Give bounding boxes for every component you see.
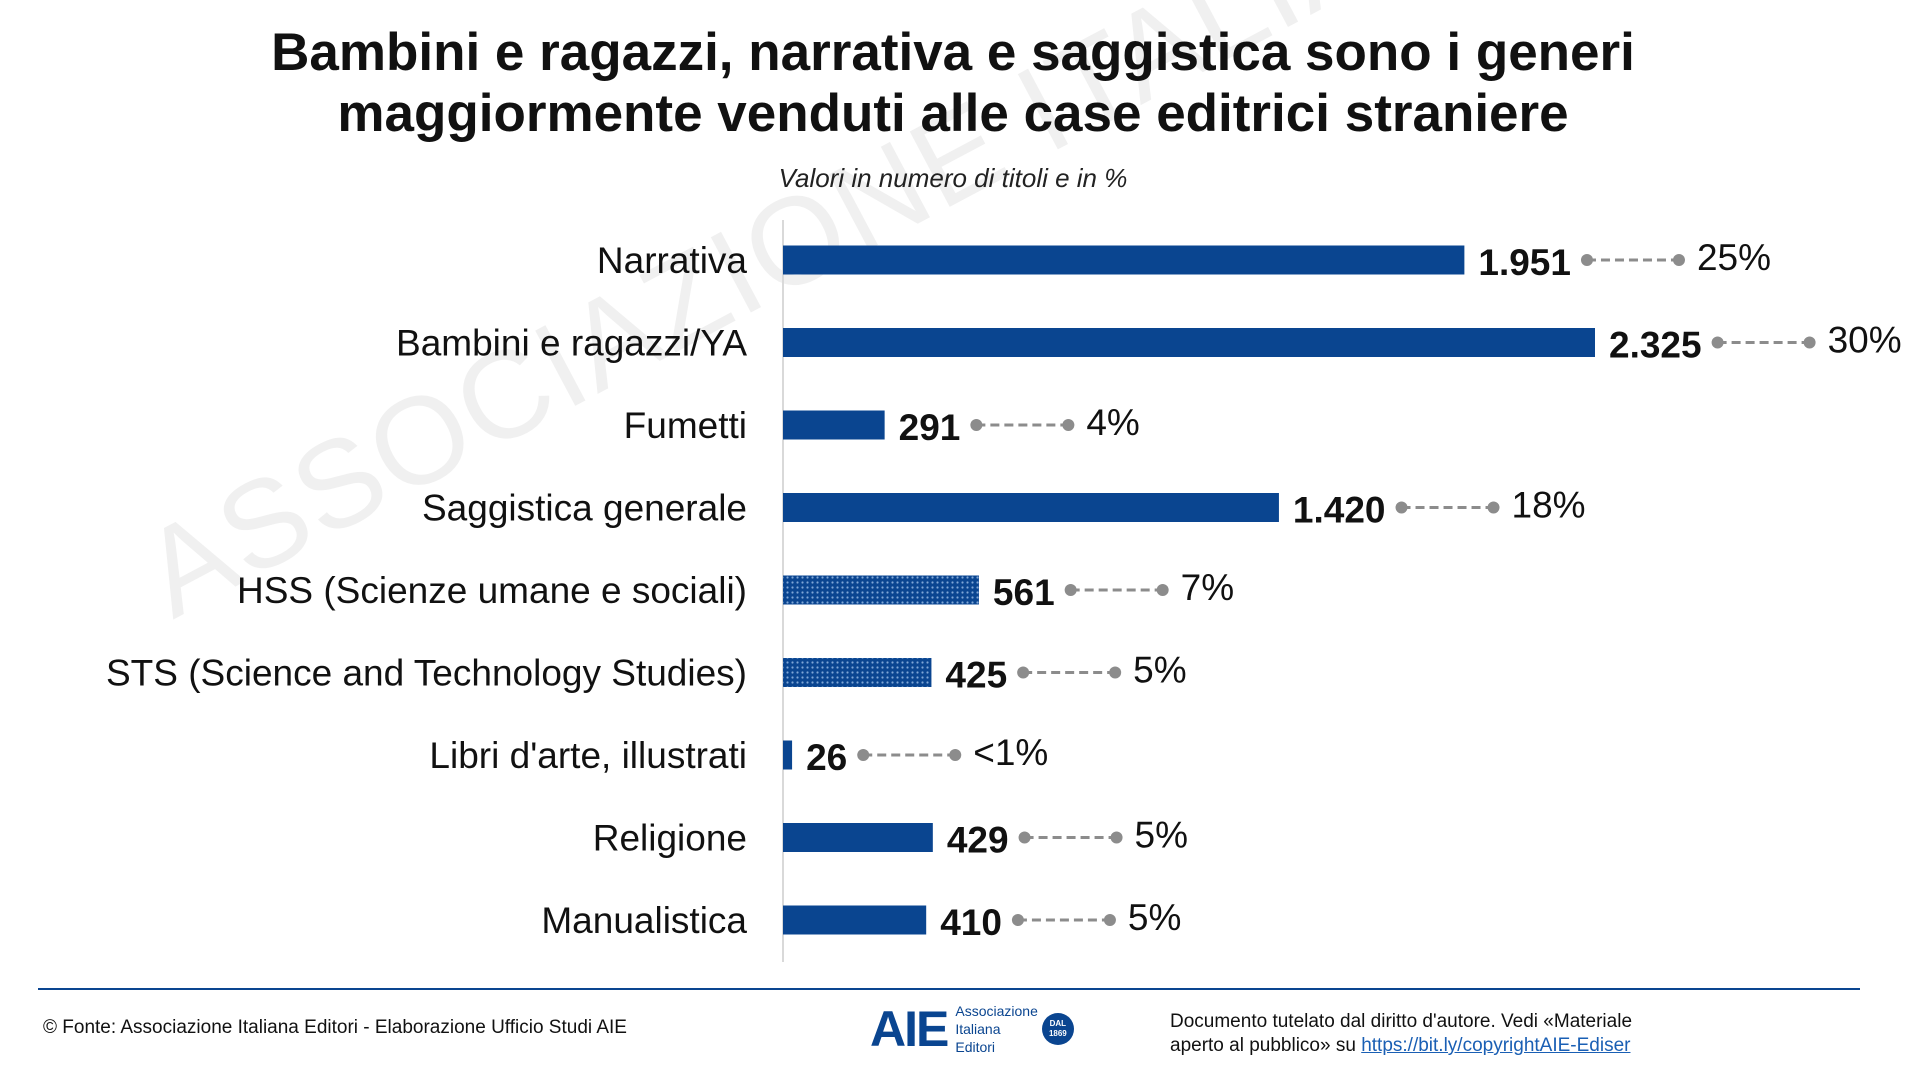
value-label: 291: [899, 407, 961, 448]
category-label: Religione: [593, 818, 747, 859]
source-note: © Fonte: Associazione Italiana Editori -…: [43, 1017, 627, 1038]
bar: [783, 823, 933, 852]
copyright-note: Documento tutelato dal diritto d'autore.…: [1170, 1010, 1632, 1058]
chart-subtitle: Valori in numero di titoli e in %: [778, 163, 1128, 193]
connector: [1711, 336, 1816, 349]
footer-divider: [38, 988, 1860, 990]
connector-dot: [1109, 666, 1122, 679]
connector: [1395, 501, 1500, 514]
percent-label: <1%: [973, 732, 1048, 773]
percent-label: 30%: [1828, 320, 1902, 361]
category-label: Narrativa: [597, 240, 748, 281]
value-label: 1.420: [1293, 490, 1386, 531]
copyright-line1: Documento tutelato dal diritto d'autore.…: [1170, 1011, 1633, 1032]
category-label: Saggistica generale: [422, 488, 747, 529]
copyright-link[interactable]: https://bit.ly/copyrightAIE-Ediser: [1361, 1035, 1631, 1056]
bar-group: Manualistica 410 5%: [541, 897, 1181, 943]
bar-group: Religione 429 5%: [593, 815, 1188, 861]
value-label: 561: [993, 572, 1055, 613]
category-label: STS (Science and Technology Studies): [106, 653, 747, 694]
category-label: Manualistica: [541, 900, 747, 941]
aie-logo: AIE Associazione Italiana Editori DAL 18…: [870, 1002, 1074, 1056]
logo-line3: Editori: [955, 1039, 996, 1055]
percent-label: 5%: [1133, 650, 1186, 691]
percent-label: 5%: [1135, 815, 1188, 856]
category-label: Bambini e ragazzi/YA: [396, 323, 747, 364]
logo-text: Associazione Italiana Editori: [955, 1002, 1038, 1056]
connector: [1011, 914, 1116, 926]
value-label: 2.325: [1609, 325, 1702, 366]
percent-label: 7%: [1181, 567, 1234, 608]
copyright-line2-prefix: aperto al pubblico» su: [1170, 1035, 1356, 1056]
bar-chart: Narrativa 1.951 25% Bambini e ragazzi/YA 2.3…: [106, 220, 1902, 962]
category-label: Libri d'arte, illustrati: [429, 735, 747, 776]
bar: [783, 905, 927, 935]
bar: [783, 493, 1279, 522]
bar-group: Bambini e ragazzi/YA 2.325 30%: [396, 320, 1902, 366]
copyright-line2: aperto al pubblico» su https://bit.ly/co…: [1170, 1034, 1632, 1058]
connector-dot: [1672, 254, 1685, 266]
connector-dot: [1156, 584, 1169, 596]
bar-group: Libri d'arte, illustrati 26 <1%: [429, 732, 1048, 778]
logo-mark: AIE: [870, 1001, 949, 1057]
connector: [1017, 666, 1122, 679]
logo-seal-line1: DAL: [1049, 1019, 1067, 1028]
percent-label: 4%: [1086, 402, 1139, 443]
value-label: 429: [947, 820, 1009, 861]
category-label: HSS (Scienze umane e sociali): [237, 570, 747, 611]
percent-label: 5%: [1128, 897, 1181, 938]
bar: [783, 575, 979, 605]
bar-group: STS (Science and Technology Studies) 425 5…: [106, 650, 1187, 696]
connector-dot: [1487, 501, 1500, 514]
logo-line1: Associazione: [955, 1003, 1038, 1019]
bar: [783, 658, 932, 687]
chart-title-line2: maggiormente venduti alle case editrici …: [337, 84, 1569, 143]
connector-dot: [1062, 419, 1075, 431]
connector-dot: [1064, 584, 1077, 596]
chart-title-line1: Bambini e ragazzi, narrativa e saggistic…: [271, 23, 1635, 82]
bar: [783, 410, 885, 440]
connector-dot: [1580, 254, 1593, 266]
connector-dot: [1017, 666, 1030, 679]
bar-group: Saggistica generale 1.420 18%: [422, 485, 1586, 531]
bar: [783, 328, 1595, 357]
percent-label: 18%: [1512, 485, 1586, 526]
logo-line2: Italiana: [955, 1021, 1001, 1037]
connector-dot: [1103, 914, 1116, 926]
logo-seal-line2: 1869: [1048, 1029, 1067, 1038]
connector: [857, 749, 962, 761]
connector: [1018, 831, 1123, 844]
bar: [783, 245, 1465, 275]
connector-dot: [949, 749, 962, 761]
bar-group: HSS (Scienze umane e sociali) 561 7%: [237, 567, 1234, 613]
connector-dot: [1803, 336, 1816, 349]
connector-dot: [970, 419, 983, 431]
logo-seal-icon: DAL 1869: [1041, 1013, 1074, 1045]
percent-label: 25%: [1697, 237, 1771, 278]
value-label: 26: [806, 737, 847, 778]
connector-dot: [1011, 914, 1024, 926]
bar-group: Fumetti 291 4%: [624, 402, 1140, 448]
category-label: Fumetti: [624, 405, 747, 446]
connector-dot: [1018, 831, 1031, 844]
bar: [783, 740, 793, 770]
connector-dot: [857, 749, 870, 761]
value-label: 425: [945, 655, 1007, 696]
connector: [1580, 254, 1685, 266]
connector-dot: [1711, 336, 1724, 349]
bar-group: Narrativa 1.951 25%: [597, 237, 1771, 283]
connector-dot: [1395, 501, 1408, 514]
connector: [1064, 584, 1169, 596]
connector-dot: [1110, 831, 1123, 844]
connector: [970, 419, 1075, 431]
value-label: 1.951: [1478, 242, 1571, 283]
value-label: 410: [940, 902, 1002, 943]
chart-title: Bambini e ragazzi, narrativa e saggistic…: [0, 22, 1906, 144]
